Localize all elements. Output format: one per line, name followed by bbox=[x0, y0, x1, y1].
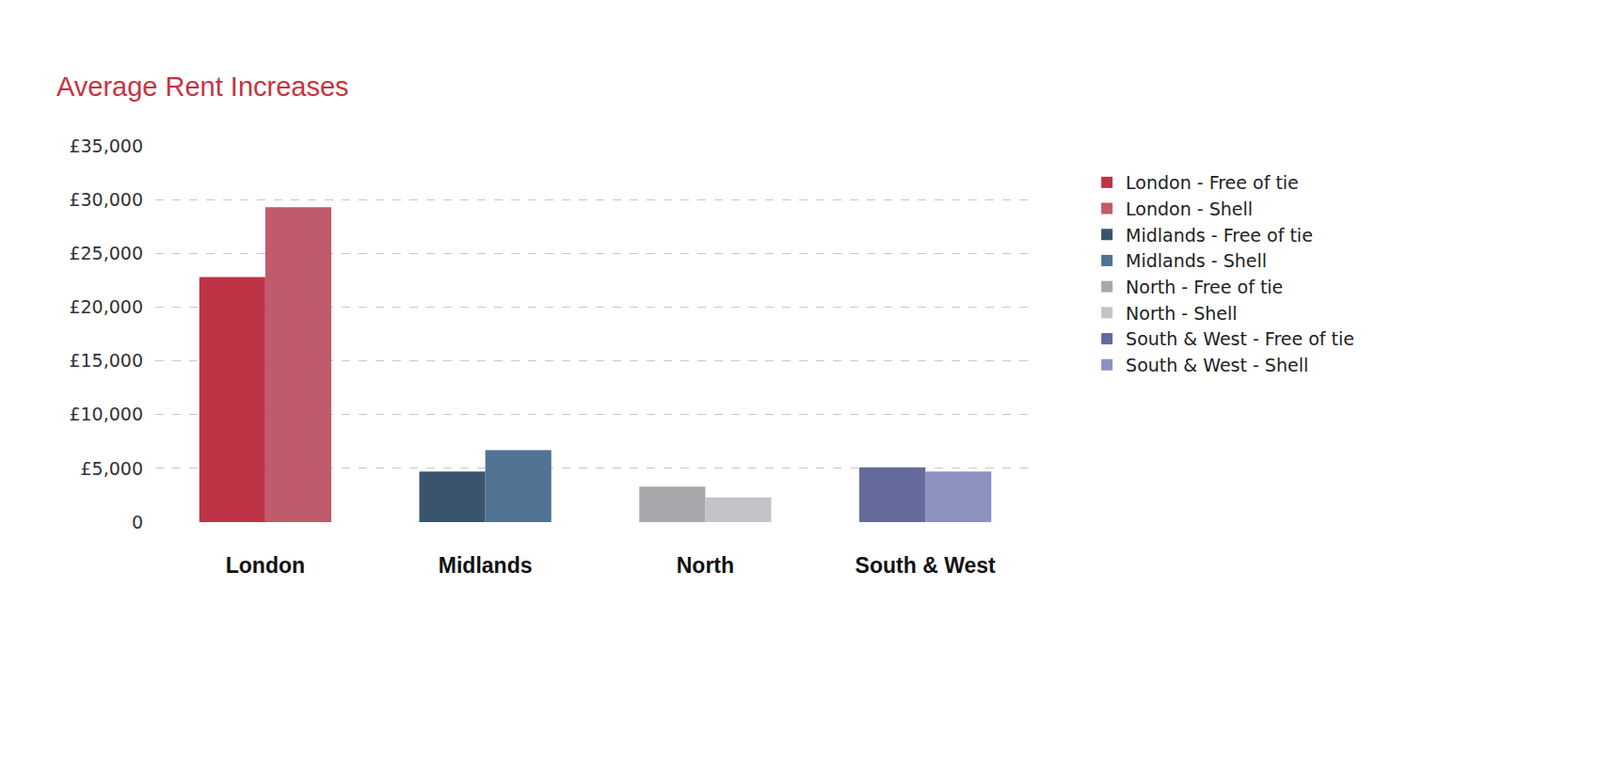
svg-text:£10,000: £10,000 bbox=[68, 403, 144, 425]
svg-text:Average Rent Increases: Average Rent Increases bbox=[56, 71, 350, 102]
svg-text:Midlands - Free of tie: Midlands - Free of tie bbox=[1125, 224, 1313, 246]
svg-text:North - Shell: North - Shell bbox=[1125, 303, 1237, 324]
svg-text:£30,000: £30,000 bbox=[68, 189, 144, 210]
svg-text:London: London bbox=[225, 553, 305, 578]
svg-text:London - Free of tie: London - Free of tie bbox=[1125, 172, 1299, 193]
svg-text:£5,000: £5,000 bbox=[80, 458, 144, 480]
svg-text:South & West - Shell: South & West - Shell bbox=[1125, 354, 1309, 376]
svg-text:North: North bbox=[676, 553, 735, 578]
svg-text:£20,000: £20,000 bbox=[68, 296, 144, 318]
svg-text:Midlands - Shell: Midlands - Shell bbox=[1125, 250, 1267, 272]
svg-text:£35,000: £35,000 bbox=[68, 135, 144, 157]
svg-text:£25,000: £25,000 bbox=[68, 242, 144, 264]
svg-text:North - Free of tie: North - Free of tie bbox=[1125, 276, 1283, 298]
svg-text:London - Shell: London - Shell bbox=[1125, 198, 1253, 220]
svg-text:0: 0 bbox=[131, 512, 144, 533]
svg-text:South & West - Free of tie: South & West - Free of tie bbox=[1125, 328, 1355, 350]
svg-text:£15,000: £15,000 bbox=[68, 350, 144, 371]
svg-text:Midlands: Midlands bbox=[438, 553, 533, 578]
svg-text:South & West: South & West bbox=[855, 553, 996, 578]
